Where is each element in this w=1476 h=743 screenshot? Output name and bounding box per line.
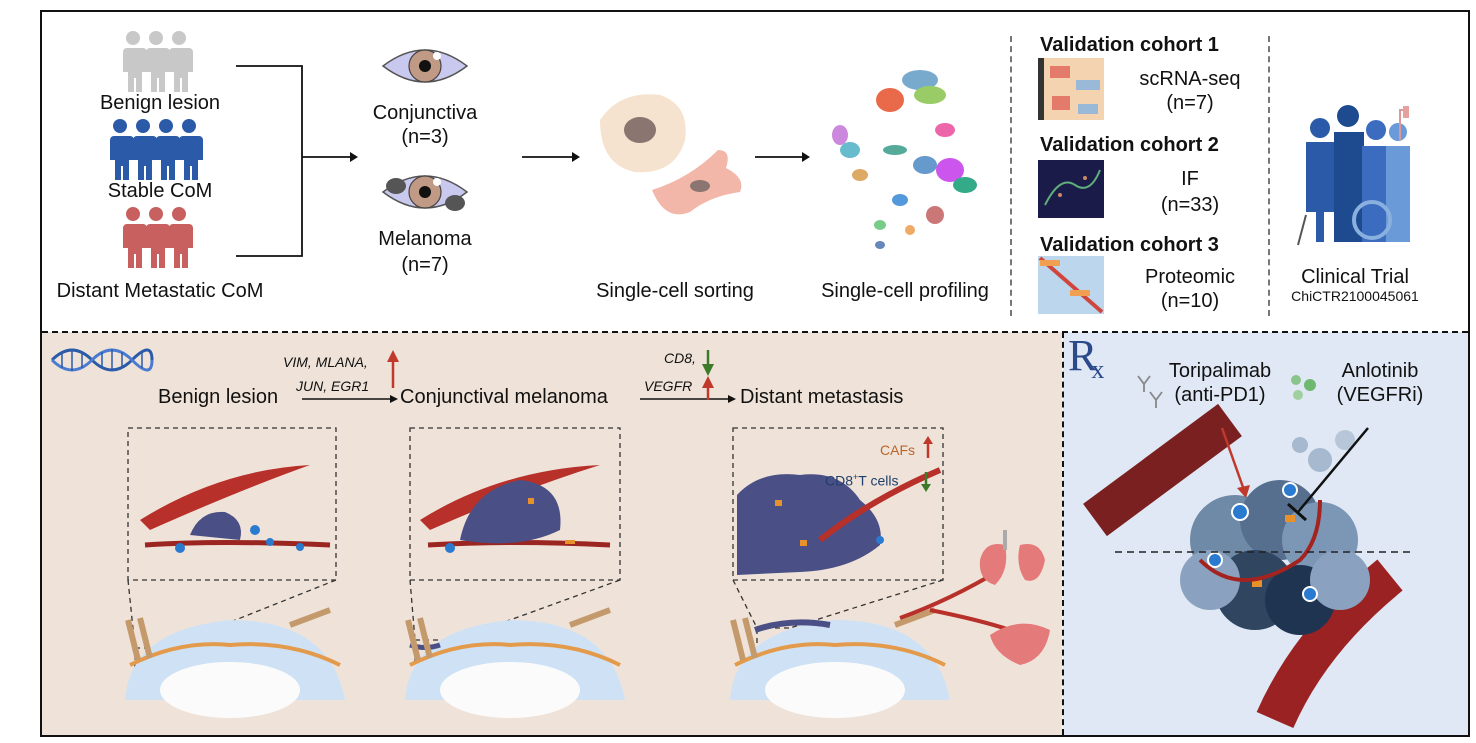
group-label-metastatic: Distant Metastatic CoM [56, 280, 264, 302]
validation-2-method: IF [1181, 168, 1199, 190]
validation-divider-right [1268, 36, 1270, 316]
vessel-lower [1256, 559, 1403, 729]
validation-1-title: Validation cohort 1 [1040, 34, 1219, 56]
eye-cross-section-2 [405, 607, 625, 718]
transition2-cd8: CD8, [664, 350, 696, 366]
rx-symbol: Rx [1068, 330, 1110, 384]
legend-cd8-sup: + [853, 472, 859, 482]
sorted-cells-icon [600, 94, 742, 215]
rx-r: R [1068, 331, 1098, 380]
small-molecule-icon [1291, 375, 1316, 400]
correlation-matrix-thumbnail [1038, 256, 1104, 314]
umap-plot [832, 70, 977, 249]
antibody-icon [1137, 375, 1163, 408]
clinical-trial-people-icon [1297, 105, 1410, 246]
sample-label-conjunctiva: Conjunctiva [372, 102, 478, 124]
transition1-genes-down: JUN, EGR1 [296, 378, 370, 394]
clinical-trial-id: ChiCTR2100045061 [1291, 288, 1419, 304]
validation-3-title: Validation cohort 3 [1040, 234, 1219, 256]
down-arrow-icon [702, 350, 714, 376]
sample-label-melanoma: Melanoma [378, 228, 472, 250]
metastasis-organs [899, 530, 1050, 665]
validation-2-n: (n=33) [1160, 194, 1220, 216]
drug2-target: (VEGFRi) [1336, 384, 1424, 406]
vessel-upper [1083, 403, 1242, 537]
step-sorting-label: Single-cell sorting [596, 280, 754, 302]
panel-divider-vertical [1062, 332, 1064, 735]
eye-cross-section-3 [730, 607, 950, 718]
drug1-target: (anti-PD1) [1174, 384, 1266, 406]
sample-n-conjunctiva: (n=3) [401, 126, 449, 148]
rx-x: x [1091, 355, 1105, 384]
metastasis-zoom [737, 467, 942, 575]
dna-icon [50, 348, 154, 372]
validation-1-method: scRNA-seq [1139, 68, 1241, 90]
drug1-name: Toripalimab [1168, 360, 1272, 382]
clinical-trial-label: Clinical Trial [1301, 266, 1409, 288]
up-arrow-icon [702, 376, 714, 400]
step-profiling-label: Single-cell profiling [821, 280, 989, 302]
immunofluorescence-thumbnail [1038, 160, 1104, 218]
stage-distant-metastasis: Distant metastasis [740, 386, 904, 408]
stage-conjunctival-melanoma: Conjunctival melanoma [400, 386, 608, 408]
validation-3-method: Proteomic [1144, 266, 1236, 288]
eye-cross-section-1 [125, 607, 345, 718]
legend-cd8-prefix: CD8 [825, 472, 854, 489]
validation-1-n: (n=7) [1166, 92, 1214, 114]
sample-n-melanoma: (n=7) [401, 254, 449, 276]
transition2-vegfr: VEGFR [644, 378, 693, 394]
legend-cd8-suffix: T cells [858, 472, 899, 489]
tumor-cluster [1180, 430, 1370, 635]
stage-benign-lesion: Benign lesion [158, 386, 279, 408]
validation-divider-left [1010, 36, 1012, 316]
validation-2-title: Validation cohort 2 [1040, 134, 1219, 156]
cafs-up-arrow-icon [923, 436, 933, 458]
heatmap-thumbnail [1038, 58, 1104, 120]
validation-3-n: (n=10) [1160, 290, 1220, 312]
group-label-benign: Benign lesion [99, 92, 221, 114]
group-label-stable: Stable CoM [107, 180, 213, 202]
panel-divider-horizontal [42, 331, 1468, 333]
drug2-name: Anlotinib [1341, 360, 1419, 382]
conjunctiva-eye-icon [381, 49, 469, 83]
melanoma-eye-icon [381, 175, 469, 211]
melanoma-zoom [420, 465, 611, 553]
legend-cd8-t-cells: CD8+T cells [825, 472, 898, 489]
benign-lesion-zoom [140, 465, 331, 553]
up-arrow-icon [387, 350, 399, 388]
legend-cafs: CAFs [880, 442, 915, 458]
transition1-genes-up: VIM, MLANA, [283, 354, 368, 370]
cd8-down-arrow-icon [921, 472, 931, 492]
